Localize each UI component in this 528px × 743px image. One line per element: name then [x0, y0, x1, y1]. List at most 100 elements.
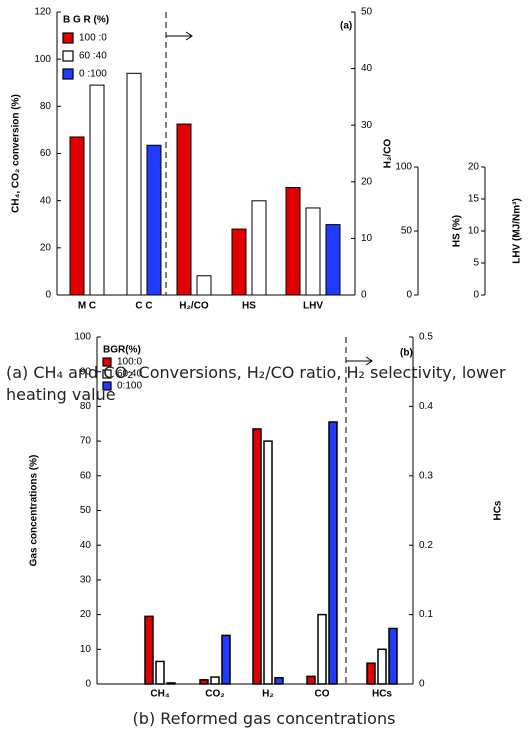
bar [325, 224, 341, 296]
annotation: (a) [340, 21, 352, 32]
tick-label: 100 [395, 162, 412, 173]
tick-label: 15 [468, 194, 480, 205]
x-tick-label: H₂/CO [179, 301, 209, 312]
arrow [166, 31, 193, 41]
tick-label: 0.2 [419, 540, 433, 551]
bar [388, 627, 398, 685]
legend-title: B G R (%) [63, 15, 109, 26]
bar [306, 675, 316, 685]
arrow [346, 356, 373, 366]
legend-swatch [102, 357, 112, 367]
tick-label: 50 [401, 226, 413, 237]
tick-label: 100 [74, 332, 91, 343]
bar [252, 428, 262, 685]
bar [199, 679, 209, 685]
bar [221, 634, 231, 685]
bar [69, 136, 85, 296]
annotation: (b) [400, 348, 413, 359]
bar [285, 186, 301, 296]
bar [251, 200, 267, 296]
tick-label: 5 [473, 258, 479, 269]
bar [196, 275, 212, 296]
tick-label: 40 [40, 195, 52, 206]
tick-label: 40 [361, 63, 373, 74]
bar [305, 207, 321, 296]
tick-label: 20 [468, 162, 480, 173]
tick-label: 0 [361, 290, 367, 301]
tick-label: 100 [34, 54, 51, 65]
bar [146, 144, 162, 296]
x-tick-label: CO₂ [205, 689, 224, 700]
bar [126, 72, 142, 296]
tick-label: 20 [361, 176, 373, 187]
bar [274, 677, 284, 685]
caption: (a) CH₄ and CO₂ Conversions, H₂/CO ratio… [6, 363, 506, 404]
x-tick-label: HCs [372, 689, 392, 700]
axis-label: Gas concentrations (%) [29, 455, 40, 567]
tick-label: 0.5 [419, 332, 433, 343]
bar [328, 421, 338, 685]
tick-label: 10 [468, 226, 480, 237]
tick-label: 60 [80, 470, 92, 481]
bar [155, 660, 165, 685]
bar [377, 648, 387, 685]
legend-swatch [62, 68, 74, 80]
tick-label: 90 [80, 366, 92, 377]
tick-label: 30 [80, 575, 92, 586]
tick-label: 20 [80, 609, 92, 620]
tick-label: 30 [361, 120, 373, 131]
tick-label: 0 [85, 679, 91, 690]
x-tick-label: CO [315, 689, 330, 700]
legend-swatch [102, 381, 112, 391]
axis-label: HCs [493, 500, 504, 520]
tick-label: 50 [80, 505, 92, 516]
tick-label: 20 [40, 242, 52, 253]
bar [166, 682, 176, 685]
bar [231, 228, 247, 296]
tick-label: 80 [40, 101, 52, 112]
x-tick-label: C C [135, 301, 152, 312]
legend-label: 100:0 [117, 357, 142, 368]
tick-label: 0 [419, 679, 425, 690]
x-tick-label: H₂ [262, 689, 274, 700]
bar [317, 613, 327, 685]
axis-label: HS (%) [452, 215, 463, 247]
tick-label: 0.3 [419, 470, 433, 481]
tick-label: 10 [361, 233, 373, 244]
tick-label: 10 [80, 644, 92, 655]
legend-swatch [62, 50, 74, 62]
legend-label: 0:100 [117, 381, 142, 392]
x-tick-label: LHV [303, 301, 323, 312]
legend-label: 60:40 [117, 369, 142, 380]
tick-label: 0 [406, 290, 412, 301]
bar [176, 123, 192, 296]
tick-label: 40 [80, 540, 92, 551]
axis-label: LHV (MJ/Nm³) [512, 198, 523, 264]
tick-label: 120 [34, 7, 51, 18]
tick-label: 0 [45, 290, 51, 301]
tick-label: 70 [80, 436, 92, 447]
x-tick-label: CH₄ [150, 689, 169, 700]
caption: (b) Reformed gas concentrations [132, 709, 396, 728]
legend-swatch [62, 32, 74, 44]
bar [144, 615, 154, 685]
x-tick-label: HS [242, 301, 256, 312]
bar [210, 676, 220, 685]
bar [263, 440, 273, 685]
tick-label: 0.1 [419, 609, 433, 620]
bar [366, 662, 376, 685]
bar [89, 84, 105, 296]
tick-label: 60 [40, 148, 52, 159]
axis-label: H₂/CO [383, 139, 394, 169]
legend-label: 0 :100 [79, 69, 107, 80]
x-tick-label: M C [78, 301, 96, 312]
legend-label: 100 :0 [79, 33, 107, 44]
tick-label: 80 [80, 401, 92, 412]
tick-label: 50 [361, 7, 373, 18]
legend-title: BGR(%) [103, 345, 141, 356]
legend-swatch [102, 369, 112, 379]
axis-label: CH₄, CO₂ conversion (%) [11, 94, 22, 213]
tick-label: 0 [473, 290, 479, 301]
